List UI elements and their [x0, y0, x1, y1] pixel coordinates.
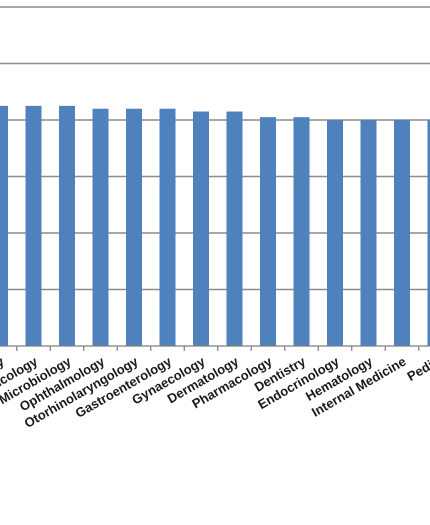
bar: [260, 117, 276, 346]
bar: [227, 112, 243, 346]
x-tick-labels: ogyOncologyMicrobiologyOphthalmologyOtor…: [0, 353, 430, 431]
bar: [26, 106, 42, 346]
bar: [0, 106, 8, 346]
bar: [59, 106, 75, 346]
bar: [294, 117, 310, 346]
bar: [327, 120, 343, 346]
bars: [0, 106, 430, 346]
bar: [160, 109, 176, 346]
bar: [126, 109, 142, 346]
bar: [93, 109, 109, 346]
x-axis: [0, 346, 430, 351]
bar: [394, 120, 410, 346]
bar: [361, 120, 377, 346]
x-tick-label: Pedia: [404, 353, 430, 384]
bar: [193, 112, 209, 346]
